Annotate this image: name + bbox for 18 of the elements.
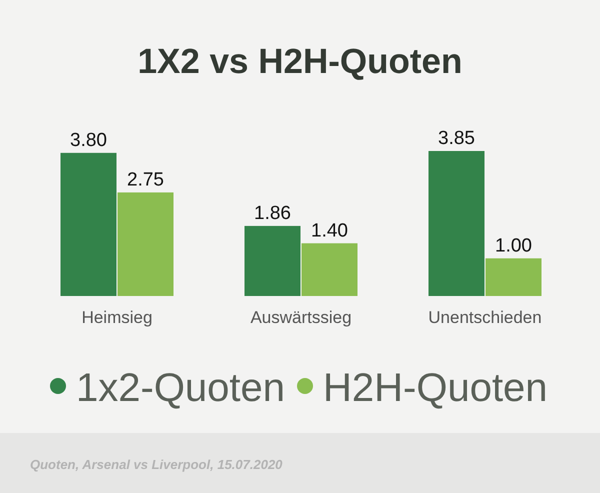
x-tick-label: Heimsieg (82, 308, 152, 327)
x-tick-label: Auswärtssieg (250, 308, 352, 327)
data-label: 3.85 (438, 128, 475, 149)
legend-label: 1x2-Quoten (76, 366, 286, 410)
x-tick-label: Unentschieden (428, 308, 542, 327)
bar (486, 258, 542, 296)
bar (118, 192, 174, 296)
bar (244, 226, 300, 296)
chart-title: 1X2 vs H2H-Quoten (138, 42, 462, 81)
data-label: 1.86 (254, 202, 291, 224)
bar (302, 243, 358, 296)
legend-label: H2H-Quoten (323, 366, 548, 410)
data-label: 2.75 (127, 169, 164, 190)
data-label: 1.00 (495, 235, 532, 256)
bar (428, 151, 484, 296)
data-label: 3.80 (70, 130, 107, 151)
bar (60, 152, 116, 296)
data-label: 1.40 (311, 220, 348, 242)
